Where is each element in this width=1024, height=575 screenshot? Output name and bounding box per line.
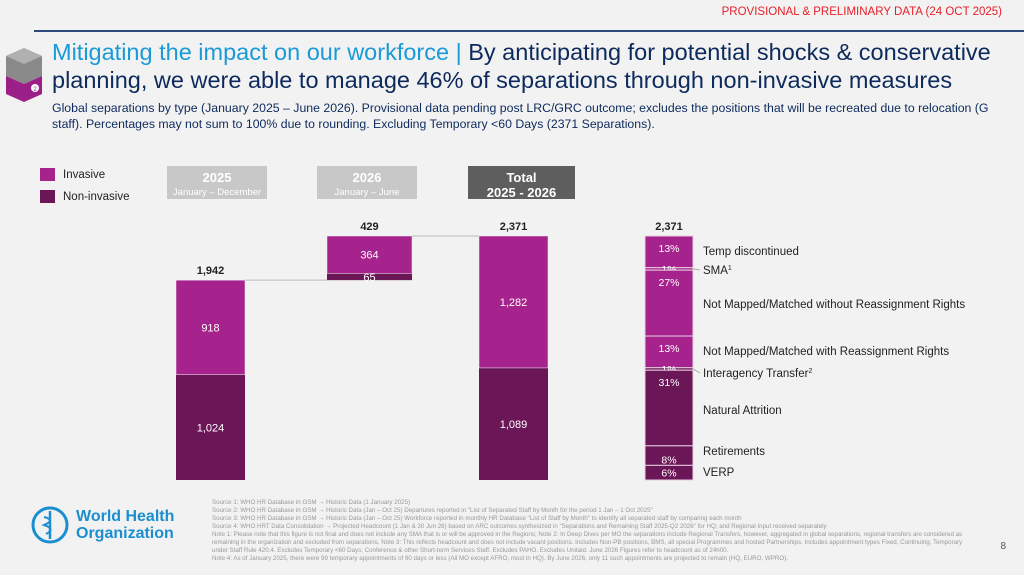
breakdown-category-label: Retirements	[703, 446, 765, 458]
breakdown-percent: 6%	[661, 468, 676, 480]
breakdown-category-label: SMA1	[703, 265, 732, 277]
header-rule	[34, 30, 1024, 32]
label-invasive: 918	[201, 322, 219, 334]
breakdown-percent: 8%	[661, 454, 676, 466]
breakdown-percent: 27%	[658, 277, 679, 289]
leader-line	[692, 368, 701, 374]
title-highlight: Mitigating the impact on our workforce |	[52, 39, 462, 65]
breakdown-segment	[644, 335, 694, 369]
bar-invasive	[175, 279, 246, 375]
breakdown-segment	[644, 369, 694, 447]
breakdown-category-label: Natural Attrition	[703, 405, 782, 417]
page-number: 8	[1000, 541, 1006, 552]
header-2025: 2025 January – December	[167, 166, 267, 199]
svg-text:2: 2	[33, 87, 37, 93]
bar-invasive	[326, 235, 413, 274]
provisional-banner: PROVISIONAL & PRELIMINARY DATA (24 OCT 2…	[721, 6, 1002, 18]
breakdown-segment	[644, 235, 694, 269]
bar-invasive	[478, 235, 549, 369]
bar-non-invasive	[479, 367, 548, 480]
breakdown-percent: 31%	[658, 377, 679, 389]
breakdown-category-label: Temp discontinued	[703, 246, 799, 258]
total-label: 429	[360, 221, 378, 233]
separations-chart: 1,024 918 1,942 65 364 429 1,089 1,282 2,371 2,37…	[175, 221, 965, 481]
legend-invasive: Invasive	[40, 168, 105, 181]
page-title: Mitigating the impact on our workforce |…	[52, 38, 1022, 94]
label-non-invasive: 1,024	[197, 422, 225, 434]
legend-non-invasive: Non-invasive	[40, 190, 129, 203]
title-rest: By anticipating for potential shocks & c…	[52, 39, 991, 93]
breakdown-category-label: Interagency Transfer2	[703, 368, 812, 380]
label-non-invasive: 65	[363, 272, 375, 284]
header-2026: 2026 January – June	[317, 166, 417, 199]
subtitle: Global separations by type (January 2025…	[52, 101, 989, 131]
breakdown-percent: 13%	[658, 343, 679, 355]
breakdown-category-label: Not Mapped/Matched without Reassignment …	[703, 299, 965, 311]
header-total: Total 2025 - 2026	[468, 166, 575, 200]
breakdown-segment	[644, 269, 694, 337]
bar-non-invasive	[176, 374, 245, 480]
breakdown-percent: 13%	[658, 243, 679, 255]
bar-non-invasive	[327, 273, 412, 281]
breakdown-total: 2,371	[655, 221, 683, 233]
label-invasive: 1,282	[500, 297, 528, 309]
lego-block-icon: 2	[6, 48, 42, 102]
breakdown-category-label: Not Mapped/Matched with Reassignment Rig…	[703, 346, 949, 358]
breakdown-category-label: VERP	[703, 467, 735, 479]
label-non-invasive: 1,089	[500, 419, 528, 431]
who-emblem-icon	[31, 506, 69, 544]
total-label: 1,942	[197, 265, 225, 277]
who-logo: World Health Organization	[30, 505, 174, 545]
label-invasive: 364	[360, 250, 378, 262]
leader-line	[692, 268, 701, 271]
footnotes: Source 1: WHO HR Database in GSM → Histo…	[212, 499, 963, 562]
breakdown-segment	[644, 464, 694, 481]
total-label: 2,371	[500, 221, 528, 233]
